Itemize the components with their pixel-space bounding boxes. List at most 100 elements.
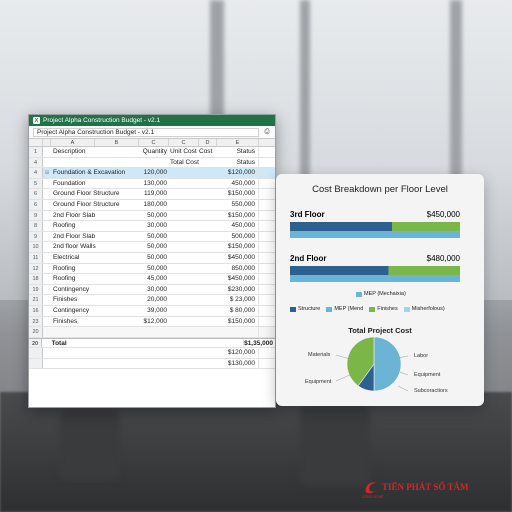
unit-cost-cell[interactable] xyxy=(169,189,199,199)
row-number[interactable]: 5 xyxy=(29,178,43,189)
total-cell[interactable]: 850,000 xyxy=(217,263,259,274)
description-cell[interactable]: Finishes xyxy=(53,317,78,325)
row-number[interactable]: 11 xyxy=(29,252,43,263)
quantity-cell[interactable] xyxy=(139,327,169,337)
row-number[interactable]: 20 xyxy=(29,338,43,348)
quantity-cell[interactable]: $12,000 xyxy=(143,317,168,325)
quantity-cell[interactable]: 130,000 xyxy=(143,179,168,187)
table-row[interactable]: 20 xyxy=(29,327,275,338)
quantity-cell[interactable]: 30,000 xyxy=(147,222,167,230)
header-cell[interactable]: Unit Cost xyxy=(170,148,197,155)
pin-icon[interactable]: ⎙ xyxy=(264,128,270,135)
cost-cell[interactable] xyxy=(199,317,217,327)
row-number[interactable]: 21 xyxy=(29,295,43,305)
header-cell[interactable]: Status xyxy=(217,147,259,157)
row-number[interactable]: 23 xyxy=(29,316,43,327)
description-cell[interactable]: Electrical xyxy=(53,253,80,261)
formula-bar[interactable]: Project Alpha Construction Budget - v2.1… xyxy=(29,126,275,139)
table-row[interactable]: 9 2nd Floor Slab 50,000 500,000 xyxy=(29,231,275,243)
unit-cost-cell[interactable] xyxy=(169,242,199,252)
description-cell[interactable] xyxy=(51,348,139,358)
cost-cell[interactable] xyxy=(199,211,217,221)
header-cell[interactable] xyxy=(139,158,169,168)
description-cell[interactable]: Contingency xyxy=(53,306,90,314)
row-number[interactable] xyxy=(29,348,43,358)
unit-cost-cell[interactable] xyxy=(169,179,199,189)
column-header[interactable]: C xyxy=(139,139,169,146)
row-number[interactable]: 6 xyxy=(29,199,43,210)
table-row[interactable]: $120,000 xyxy=(29,348,275,359)
table-row[interactable]: 18 Roofing 45,000 $450,000 xyxy=(29,274,275,285)
table-row[interactable]: 16 Contingency 39,000 $ 80,000 xyxy=(29,305,275,317)
unit-cost-cell[interactable] xyxy=(169,274,199,284)
cost-cell[interactable] xyxy=(199,295,217,305)
total-cell[interactable]: $450,000 xyxy=(217,252,259,263)
total-cell[interactable] xyxy=(217,327,259,337)
description-cell[interactable]: Roofing xyxy=(53,275,76,283)
quantity-cell[interactable]: 180,000 xyxy=(143,200,168,208)
cost-cell[interactable] xyxy=(199,232,217,242)
row-number[interactable]: 4 xyxy=(29,157,43,168)
table-row[interactable]: 12 Roofing 50,000 850,000 xyxy=(29,263,275,275)
unit-cost-cell[interactable] xyxy=(169,232,199,242)
total-cell[interactable]: $ 23,000 xyxy=(217,295,259,305)
quantity-cell[interactable]: 120,000 xyxy=(143,169,168,177)
table-row[interactable]: 5 Foundation 130,000 450,000 xyxy=(29,178,275,190)
total-cell[interactable]: 450,000 xyxy=(217,178,259,189)
table-row[interactable]: 9 2nd Floor Slab 50,000 $150,000 xyxy=(29,210,275,222)
unit-cost-cell[interactable] xyxy=(169,221,199,231)
cost-cell[interactable] xyxy=(199,264,217,274)
description-cell[interactable]: Ground Floor Structure xyxy=(53,190,120,198)
cost-cell[interactable] xyxy=(199,285,217,295)
description-cell[interactable]: Finishes xyxy=(53,296,78,304)
row-number[interactable]: 12 xyxy=(29,263,43,274)
total-cell[interactable]: $150,000 xyxy=(217,316,259,327)
description-cell[interactable]: Roofing xyxy=(53,222,76,230)
table-row[interactable]: 19 Contingency 30,000 $230,000 xyxy=(29,284,275,296)
row-number[interactable] xyxy=(29,358,43,369)
quantity-cell[interactable]: 50,000 xyxy=(147,243,167,251)
quantity-cell[interactable]: 20,000 xyxy=(147,296,167,304)
table-row[interactable]: 21 Finishes 20,000 $ 23,000 xyxy=(29,295,275,306)
description-cell[interactable]: 2nd Floor Slab xyxy=(53,232,96,240)
description-cell[interactable]: Roofing xyxy=(53,264,76,272)
description-cell[interactable]: Ground Floor Structure xyxy=(53,200,120,208)
description-cell[interactable]: Foundation & Excavation xyxy=(53,169,126,177)
description-cell[interactable]: Foundation xyxy=(53,179,86,187)
header-cell[interactable]: Description xyxy=(53,148,86,155)
cost-cell[interactable] xyxy=(199,179,217,189)
column-header[interactable]: E xyxy=(217,139,259,146)
column-header[interactable]: D xyxy=(199,139,217,146)
cost-cell[interactable] xyxy=(199,242,217,252)
header-cell[interactable]: Total Cost xyxy=(170,158,199,166)
table-row[interactable]: 8 Roofing 30,000 450,000 xyxy=(29,221,275,232)
cost-cell[interactable] xyxy=(199,327,217,337)
quantity-cell[interactable]: 50,000 xyxy=(147,232,167,240)
total-value[interactable]: $1,35,000 xyxy=(244,339,273,347)
description-cell[interactable]: 2nd Floor Slab xyxy=(53,211,96,219)
row-number[interactable]: 8 xyxy=(29,221,43,231)
window-titlebar[interactable]: X Project Alpha Construction Budget - v2… xyxy=(29,115,275,126)
cost-cell[interactable] xyxy=(199,200,217,210)
quantity-cell[interactable]: 30,000 xyxy=(147,285,167,293)
quantity-cell[interactable]: 50,000 xyxy=(147,253,167,261)
unit-cost-cell[interactable] xyxy=(169,348,199,358)
table-row[interactable]: 6 Ground Floor Structure 119,000 $150,000 xyxy=(29,189,275,200)
total-cell[interactable]: $150,000 xyxy=(217,210,259,221)
row-number[interactable]: 4 xyxy=(29,168,43,178)
cost-cell[interactable] xyxy=(199,168,217,178)
spreadsheet-window[interactable]: X Project Alpha Construction Budget - v2… xyxy=(28,114,276,408)
row-number[interactable]: 20 xyxy=(29,327,43,337)
cost-cell[interactable] xyxy=(199,189,217,199)
unit-cost-cell[interactable] xyxy=(169,168,199,178)
total-cell[interactable]: $120,000 xyxy=(217,168,259,178)
table-row[interactable]: 11 Electrical 50,000 $450,000 xyxy=(29,252,275,264)
sheet-grid[interactable]: 1 Description Quantity Unit Cost Cost St… xyxy=(29,147,275,370)
unit-cost-cell[interactable] xyxy=(169,200,199,210)
total-cell[interactable]: $130,000 xyxy=(217,358,259,369)
table-row[interactable]: 4 ⊞ Foundation & Excavation 120,000 $120,000 xyxy=(29,168,275,179)
row-number[interactable]: 18 xyxy=(29,274,43,284)
cost-cell[interactable] xyxy=(199,274,217,284)
column-header[interactable]: B xyxy=(95,139,139,146)
header-cell[interactable]: Quantity xyxy=(142,148,167,155)
